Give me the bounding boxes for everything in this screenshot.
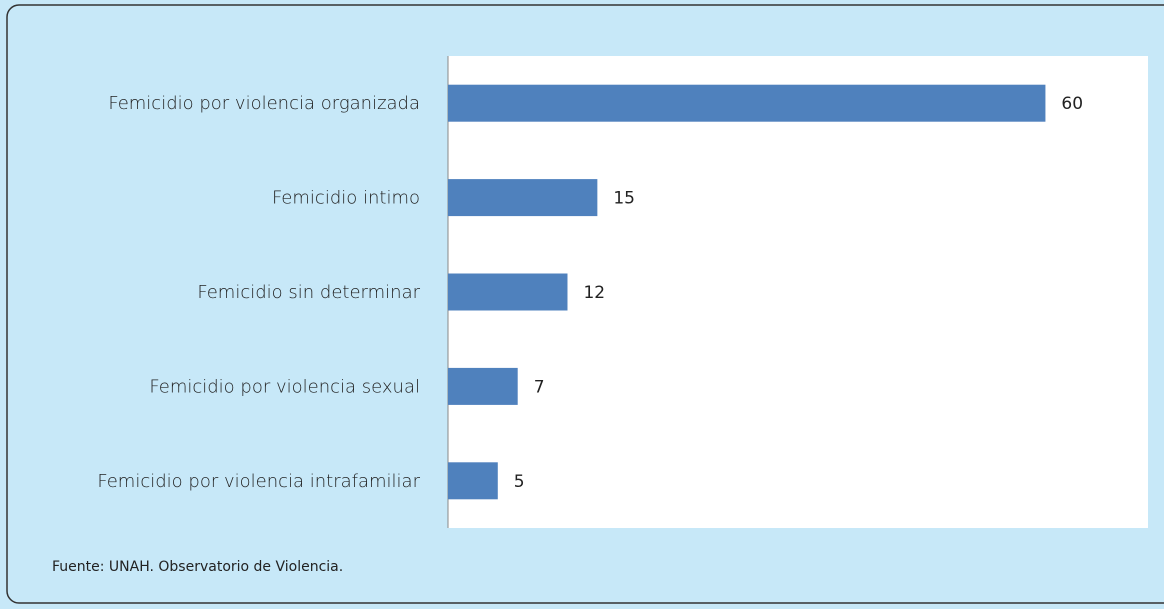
- category-label: Femicidio por violencia sexual: [149, 376, 420, 397]
- category-label: Femicidio sin determinar: [197, 282, 420, 303]
- bar: [448, 179, 598, 217]
- value-label: 60: [1061, 94, 1083, 114]
- value-label: 7: [534, 377, 545, 397]
- value-label: 5: [514, 472, 525, 492]
- bar: [448, 273, 568, 311]
- value-label: 15: [613, 189, 635, 209]
- source-note: Fuente: UNAH. Observatorio de Violencia.: [52, 559, 343, 575]
- category-label: Femicidio por violencia intrafamiliar: [97, 471, 420, 492]
- bar: [448, 367, 518, 405]
- value-label: 12: [583, 283, 605, 303]
- category-label: Femicidio intimo: [272, 188, 420, 209]
- bar: [448, 462, 498, 500]
- category-label: Femicidio por violencia organizada: [108, 93, 420, 114]
- bar: [448, 84, 1046, 122]
